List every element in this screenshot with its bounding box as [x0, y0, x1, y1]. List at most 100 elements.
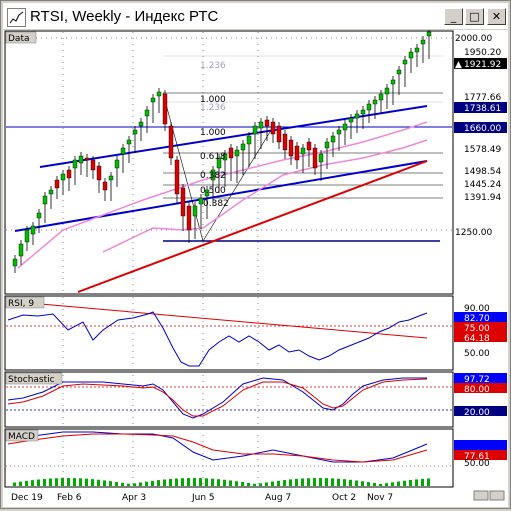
stochastic-d-line	[7, 378, 428, 417]
time-axis-label: Oct 2	[332, 493, 356, 503]
candle	[54, 179, 60, 189]
fib-label: 1.236	[200, 103, 226, 113]
macd-histogram-bar	[151, 480, 154, 486]
minimize-button[interactable]: _	[444, 8, 463, 25]
macd-histogram-bar	[91, 479, 94, 486]
candle	[60, 173, 66, 181]
trend-line-lower	[14, 160, 428, 232]
macd-marker-box	[454, 450, 507, 460]
data-label-box	[5, 31, 37, 44]
candle	[12, 258, 18, 267]
macd-histogram-bar	[73, 478, 76, 486]
macd-histogram-bar	[247, 482, 250, 486]
candle	[84, 157, 90, 161]
price-marker: 1660.00	[464, 124, 501, 134]
candle	[186, 205, 192, 231]
macd-histogram-bar	[25, 480, 28, 486]
chart-app-icon	[7, 8, 26, 27]
candle	[396, 69, 402, 75]
macd-histogram-bar	[79, 478, 82, 486]
rsi-label-box	[5, 296, 45, 309]
macd-histogram-bar	[67, 478, 70, 486]
fib-diagonal	[162, 92, 204, 242]
candle	[120, 147, 126, 155]
candle	[318, 153, 324, 163]
time-axis-label: Nov 7	[367, 493, 393, 503]
macd-histogram-bar	[37, 479, 40, 486]
macd-histogram-bar	[211, 478, 214, 486]
macd-histogram-bar	[139, 482, 142, 486]
macd-histogram-bar	[109, 481, 112, 486]
macd-marker: 77.61	[464, 452, 490, 462]
macd-histogram-bar	[373, 482, 376, 486]
macd-histogram-bar	[271, 481, 274, 486]
macd-histogram-bar	[307, 478, 310, 486]
macd-histogram-bar	[397, 481, 400, 486]
maximize-button[interactable]: □	[465, 8, 484, 25]
fib-label: 0.382	[203, 199, 229, 209]
rsi-tick: 50.00	[464, 349, 490, 359]
macd-panel-label: MACD	[8, 432, 35, 442]
time-axis-label: Aug 7	[265, 493, 291, 503]
fib-label: 1.000	[200, 128, 226, 138]
stoch-marker-box	[454, 406, 507, 416]
macd-histogram-bar	[325, 478, 328, 486]
macd-histogram-bar	[313, 478, 316, 486]
rsi-panel[interactable]	[4, 295, 454, 371]
last-price-marker: 1921.92	[464, 60, 501, 70]
macd-histogram-bar	[55, 478, 58, 486]
macd-histogram-bar	[43, 478, 46, 486]
time-axis: Dec 19 Feb 6 Apr 3 Jun 5 Aug 7 Oct 2 Nov 7	[11, 493, 393, 503]
last-price-box	[454, 58, 507, 69]
stoch-marker-box	[454, 373, 507, 383]
rsi-marker-box	[454, 312, 507, 322]
macd-histogram-bar	[343, 479, 346, 486]
macd-histogram-bar	[115, 481, 118, 486]
candle	[156, 91, 162, 97]
macd-marker-box	[454, 440, 507, 450]
chart-svg[interactable]: Data RSI, 9 Stochastic MACD 1.236 1.000 …	[3, 28, 508, 507]
candle	[348, 117, 354, 123]
title-bar[interactable]: RTSI, Weekly - Индекс РТС _ □ ✕	[3, 3, 508, 29]
macd-label-box	[5, 429, 39, 442]
macd-histogram-bar	[289, 479, 292, 486]
close-button[interactable]: ✕	[487, 8, 506, 25]
fib-label: 1.236	[200, 61, 226, 71]
price-marker-box	[454, 122, 507, 133]
candle	[234, 149, 240, 157]
macd-histogram-bar	[403, 480, 406, 486]
stochastic-panel[interactable]	[4, 371, 454, 428]
data-panel-label: Data	[8, 34, 30, 44]
macd-histogram-bar	[391, 482, 394, 486]
candle	[102, 181, 108, 191]
candle	[126, 139, 132, 145]
candle	[162, 93, 168, 125]
macd-tick: 50.00	[464, 459, 490, 469]
scroll-left-icon[interactable]	[473, 490, 489, 501]
rsi-marker: 82.70	[464, 314, 490, 324]
candle	[114, 159, 120, 169]
macd-signal-line	[7, 433, 428, 463]
stochastic-k-line	[7, 377, 427, 419]
scroll-right-icon[interactable]	[489, 490, 505, 501]
macd-histogram-bar	[163, 479, 166, 486]
macd-histogram-bar	[61, 478, 64, 486]
rsi-panel-label: RSI, 9	[8, 299, 34, 309]
macd-histogram-bar	[175, 478, 178, 486]
candle	[270, 121, 276, 135]
candles	[12, 28, 432, 273]
chart-area[interactable]: Data RSI, 9 Stochastic MACD 1.236 1.000 …	[3, 28, 508, 507]
time-axis-label: Apr 3	[122, 493, 146, 503]
candle	[72, 159, 78, 169]
candle	[108, 175, 114, 181]
macd-histogram-bar	[157, 480, 160, 486]
candle	[306, 141, 312, 151]
price-marker: 1578.49	[464, 145, 501, 155]
macd-histogram-bar	[361, 481, 364, 486]
candle	[258, 121, 264, 129]
indicators	[6, 301, 452, 486]
price-marker: 1777.66	[464, 93, 501, 103]
macd-histogram-bar	[349, 479, 352, 486]
macd-histogram-bar	[241, 482, 244, 486]
